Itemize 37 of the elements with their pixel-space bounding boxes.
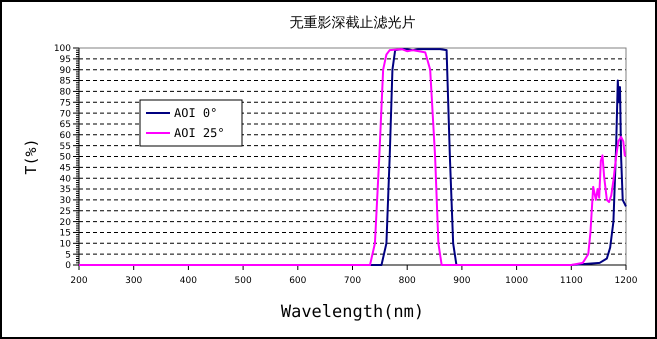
y-tick-label: 95	[60, 55, 71, 65]
x-tick-label: 1000	[505, 276, 528, 286]
y-tick-label: 20	[60, 218, 72, 228]
y-tick-label: 65	[60, 120, 71, 130]
y-tick-label: 0	[65, 261, 72, 272]
y-tick-label: 60	[60, 130, 72, 141]
x-tick-label: 400	[180, 276, 198, 286]
chart-title: 无重影深截止滤光片	[290, 15, 416, 31]
y-tick-label: 90	[60, 66, 72, 76]
x-tick-label: 700	[344, 276, 362, 286]
y-tick-label: 70	[60, 109, 72, 120]
y-tick-label: 40	[60, 174, 72, 184]
y-tick-label: 15	[60, 228, 71, 239]
x-tick-label: 1200	[614, 276, 638, 286]
y-tick-label: 10	[60, 239, 72, 250]
x-tick-label: 600	[289, 276, 307, 286]
y-tick-label: 75	[60, 98, 71, 108]
y-tick-label: 45	[60, 164, 71, 174]
y-tick-label: 85	[60, 76, 71, 87]
legend-label: AOI 0°	[174, 106, 218, 120]
legend-label: AOI 25°	[174, 126, 225, 140]
x-tick-label: 800	[398, 276, 416, 286]
y-tick-label: 80	[60, 88, 72, 98]
x-tick-label: 200	[70, 276, 88, 286]
x-tick-label: 500	[234, 276, 252, 286]
y-tick-label: 30	[60, 196, 72, 206]
y-tick-label: 5	[65, 250, 71, 260]
x-tick-label: 300	[125, 276, 143, 286]
x-tick-label: 1100	[560, 276, 584, 286]
y-tick-label: 100	[54, 44, 72, 54]
x-axis-title: Wavelength(nm)	[280, 302, 424, 322]
x-tick-label: 900	[453, 276, 471, 286]
y-tick-label: 50	[60, 152, 72, 163]
y-tick-label: 25	[60, 206, 71, 217]
y-tick-label: 55	[60, 142, 71, 152]
y-tick-label: 35	[60, 185, 71, 196]
y-axis-title: T(%)	[22, 138, 40, 175]
